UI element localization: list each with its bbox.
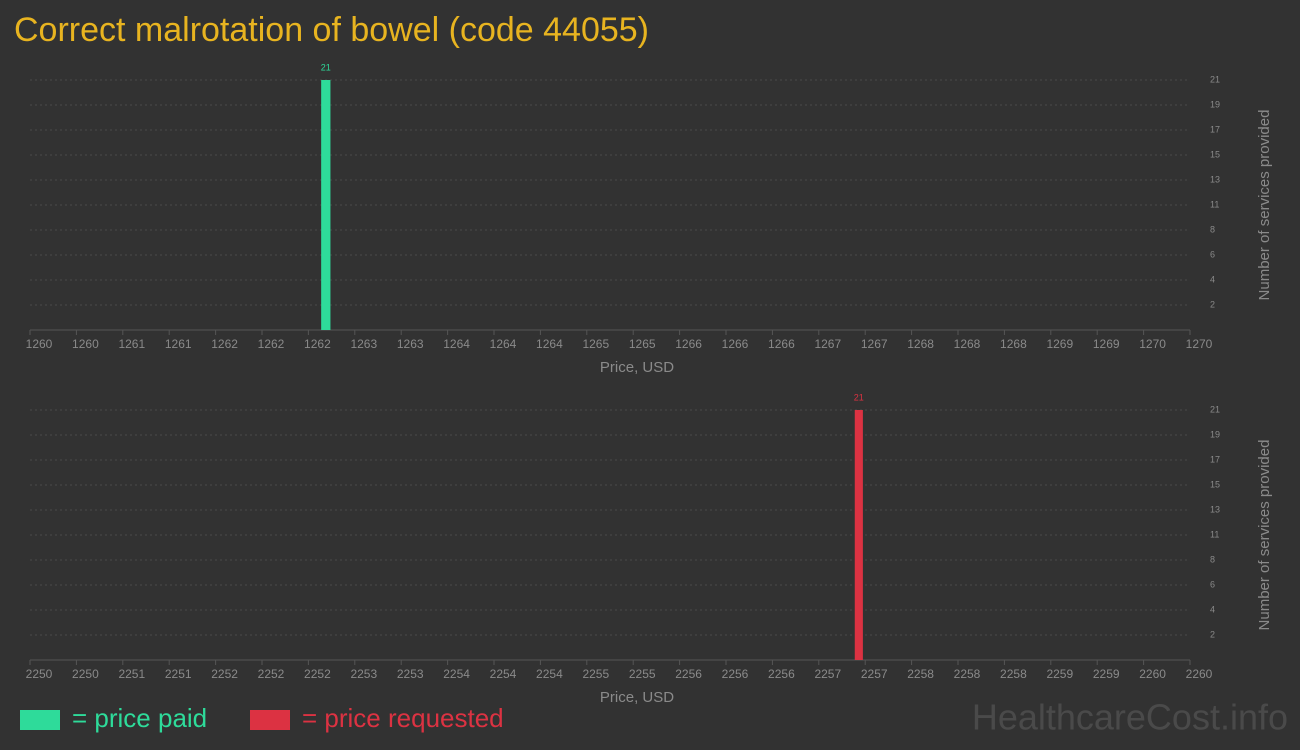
x-tick-label: 1262 <box>258 337 285 351</box>
x-tick-label: 2256 <box>768 667 795 681</box>
y-tick-label: 17 <box>1210 124 1220 134</box>
y-tick-label: 8 <box>1210 224 1215 234</box>
x-tick-label: 1270 <box>1186 337 1213 351</box>
y-tick-label: 4 <box>1210 604 1215 614</box>
y-tick-label: 11 <box>1210 529 1219 539</box>
y-tick-label: 19 <box>1210 429 1220 439</box>
y-tick-label: 8 <box>1210 554 1215 564</box>
y-tick-label: 6 <box>1210 579 1215 589</box>
x-tick-label: 1260 <box>72 337 99 351</box>
x-tick-label: 1261 <box>118 337 145 351</box>
data-label: 21 <box>854 392 864 402</box>
y-tick-label: 17 <box>1210 454 1220 464</box>
x-tick-label: 1261 <box>165 337 192 351</box>
x-tick-label: 1265 <box>629 337 656 351</box>
y-tick-label: 13 <box>1210 504 1220 514</box>
x-tick-label: 2258 <box>907 667 934 681</box>
x-tick-label: 1262 <box>304 337 331 351</box>
x-tick-label: 1268 <box>1000 337 1027 351</box>
y-tick-label: 15 <box>1210 479 1220 489</box>
x-tick-label: 2259 <box>1046 667 1073 681</box>
x-tick-label: 1270 <box>1139 337 1166 351</box>
x-tick-label: 2252 <box>211 667 238 681</box>
y-tick-label: 2 <box>1210 629 1215 639</box>
x-tick-label: 1268 <box>954 337 981 351</box>
x-tick-label: 1268 <box>907 337 934 351</box>
x-tick-label: 2257 <box>814 667 841 681</box>
x-tick-label: 2252 <box>304 667 331 681</box>
x-axis-title: Price, USD <box>600 359 674 376</box>
y-tick-label: 2 <box>1210 299 1215 309</box>
x-tick-label: 1269 <box>1046 337 1073 351</box>
bar <box>321 80 331 330</box>
x-tick-label: 2260 <box>1139 667 1166 681</box>
x-tick-label: 1265 <box>582 337 609 351</box>
x-tick-label: 1267 <box>861 337 888 351</box>
x-tick-label: 2258 <box>1000 667 1027 681</box>
y-tick-label: 21 <box>1210 404 1220 414</box>
x-tick-label: 2257 <box>861 667 888 681</box>
y-tick-label: 11 <box>1210 199 1219 209</box>
x-tick-label: 2254 <box>536 667 563 681</box>
x-tick-label: 1264 <box>443 337 470 351</box>
y-tick-label: 4 <box>1210 274 1215 284</box>
y-tick-label: 21 <box>1210 74 1220 84</box>
x-tick-label: 1266 <box>675 337 702 351</box>
y-axis-title: Number of services provided <box>1256 440 1273 631</box>
x-tick-label: 2254 <box>490 667 517 681</box>
page-title: Correct malrotation of bowel (code 44055… <box>14 11 649 49</box>
y-tick-label: 6 <box>1210 249 1215 259</box>
legend-swatch <box>20 710 60 730</box>
watermark: HealthcareCost.info <box>972 697 1288 738</box>
y-axis-title: Number of services provided <box>1256 110 1273 301</box>
y-tick-label: 15 <box>1210 149 1220 159</box>
x-tick-label: 1263 <box>397 337 424 351</box>
x-tick-label: 2250 <box>26 667 53 681</box>
x-tick-label: 2254 <box>443 667 470 681</box>
x-tick-label: 2251 <box>165 667 192 681</box>
x-tick-label: 2255 <box>582 667 609 681</box>
legend-swatch <box>250 710 290 730</box>
x-tick-label: 2253 <box>397 667 424 681</box>
x-tick-label: 1264 <box>536 337 563 351</box>
x-tick-label: 1262 <box>211 337 238 351</box>
x-tick-label: 1267 <box>814 337 841 351</box>
data-label: 21 <box>321 62 331 72</box>
x-tick-label: 2250 <box>72 667 99 681</box>
x-tick-label: 2258 <box>954 667 981 681</box>
x-axis-title: Price, USD <box>600 689 674 706</box>
x-tick-label: 1266 <box>722 337 749 351</box>
x-tick-label: 2256 <box>722 667 749 681</box>
x-tick-label: 2259 <box>1093 667 1120 681</box>
x-tick-label: 1260 <box>26 337 53 351</box>
x-tick-label: 2252 <box>258 667 285 681</box>
x-tick-label: 1269 <box>1093 337 1120 351</box>
y-tick-label: 13 <box>1210 174 1220 184</box>
x-tick-label: 2253 <box>350 667 377 681</box>
x-tick-label: 1263 <box>350 337 377 351</box>
legend-label: = price requested <box>302 703 504 733</box>
x-tick-label: 2251 <box>118 667 145 681</box>
x-tick-label: 1264 <box>490 337 517 351</box>
x-tick-label: 2256 <box>675 667 702 681</box>
x-tick-label: 2255 <box>629 667 656 681</box>
y-tick-label: 19 <box>1210 99 1220 109</box>
x-tick-label: 1266 <box>768 337 795 351</box>
x-tick-label: 2260 <box>1186 667 1213 681</box>
bar <box>854 410 863 660</box>
legend-label: = price paid <box>72 703 207 733</box>
